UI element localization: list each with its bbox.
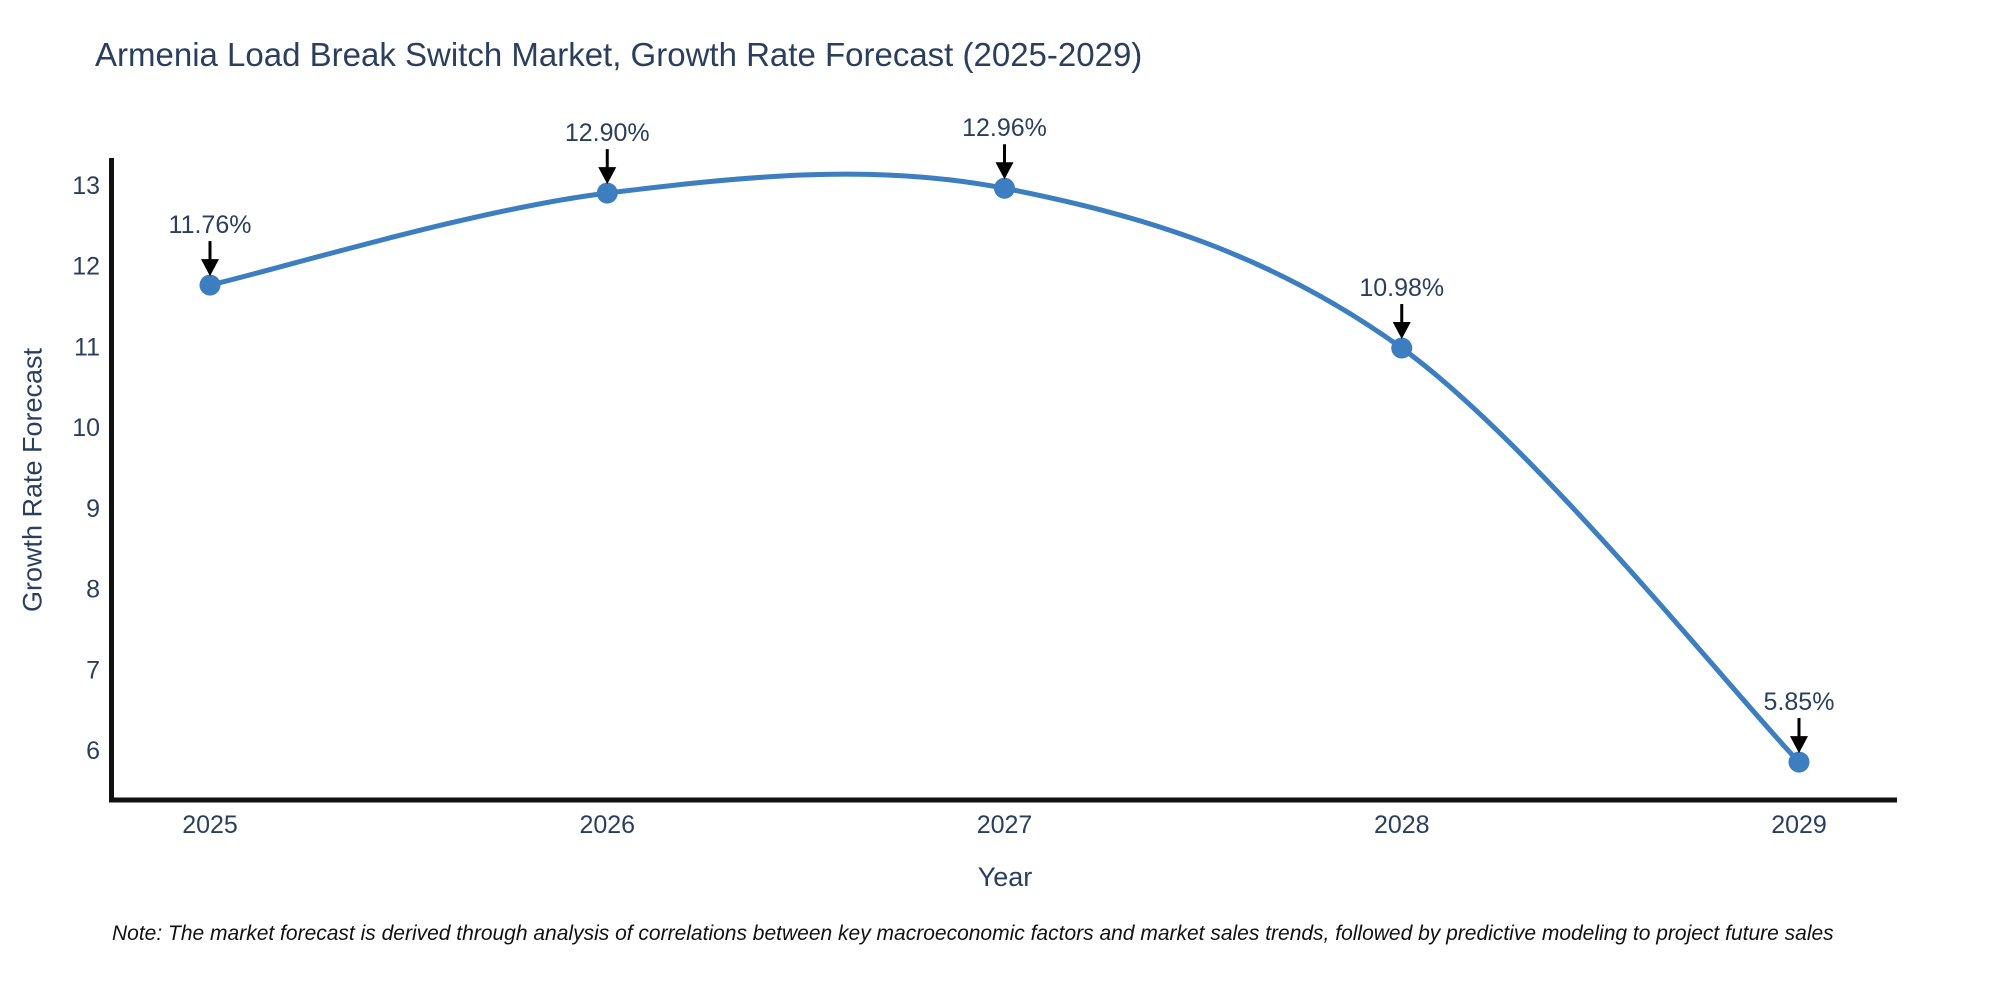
y-tick-label: 8 (86, 576, 100, 604)
y-tick-label: 9 (86, 495, 100, 523)
data-point-label: 12.96% (962, 114, 1047, 142)
data-point-marker (596, 182, 618, 204)
annotation-arrowhead-icon (995, 162, 1014, 180)
footnote: Note: The market forecast is derived thr… (112, 922, 1834, 945)
series-line (207, 171, 1802, 765)
annotation-arrowhead-icon (598, 167, 617, 185)
data-point-marker (1788, 751, 1810, 773)
data-point-label: 11.76% (169, 211, 252, 239)
x-tick-label: 2027 (977, 811, 1033, 839)
annotation-arrowhead-icon (1790, 736, 1808, 754)
y-tick-label: 6 (86, 737, 100, 765)
y-tick-label: 11 (74, 333, 100, 361)
data-point-label: 5.85% (1764, 688, 1835, 716)
x-tick-label: 2029 (1771, 811, 1827, 839)
data-point-marker (199, 274, 221, 296)
y-tick-label: 7 (86, 656, 100, 684)
data-point-marker (994, 177, 1015, 199)
x-tick-label: 2025 (182, 811, 238, 839)
data-point-label: 12.90% (565, 119, 650, 147)
x-tick-label: 2026 (579, 811, 635, 839)
annotation-arrowhead-icon (1392, 322, 1411, 340)
annotation-arrowhead-icon (201, 259, 219, 277)
x-axis-title: Year (977, 862, 1033, 892)
y-tick-label: 10 (72, 414, 100, 442)
data-point-marker (1391, 337, 1413, 359)
y-tick-label: 13 (72, 172, 100, 200)
y-tick-label: 12 (72, 253, 100, 281)
data-point-label: 10.98% (1359, 274, 1444, 302)
chart-title: Armenia Load Break Switch Market, Growth… (95, 36, 1143, 73)
x-tick-label: 2028 (1374, 811, 1430, 839)
